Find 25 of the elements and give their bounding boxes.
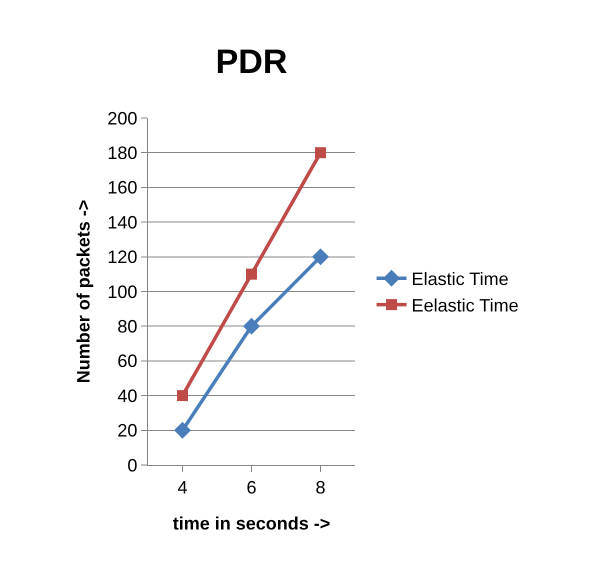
chart-title: PDR bbox=[216, 43, 288, 82]
point bbox=[315, 147, 326, 158]
y-tick-label: 140 bbox=[107, 212, 138, 232]
legend-label: Eelastic Time bbox=[412, 296, 519, 316]
point bbox=[243, 318, 260, 335]
x-tick-label: 8 bbox=[315, 478, 326, 498]
y-tick-label: 160 bbox=[107, 178, 138, 198]
x-tick-label: 4 bbox=[177, 478, 188, 498]
legend-label: Elastic Time bbox=[412, 269, 509, 290]
point bbox=[312, 248, 329, 266]
y-tick-label: 120 bbox=[107, 247, 138, 268]
y-tick-label: 20 bbox=[117, 420, 138, 441]
y-tick-label: 0 bbox=[127, 455, 138, 476]
x-axis-title: time in seconds -> bbox=[172, 514, 330, 534]
x-tick-label: 6 bbox=[246, 478, 257, 498]
y-tick-label: 180 bbox=[107, 143, 138, 163]
y-tick-label: 60 bbox=[117, 351, 138, 372]
y-tick-label: 80 bbox=[117, 316, 138, 336]
y-tick-label: 200 bbox=[107, 108, 138, 128]
point bbox=[177, 390, 188, 402]
y-axis-title: Number of packets -> bbox=[74, 200, 94, 384]
point bbox=[174, 422, 191, 439]
y-tick-label: 40 bbox=[117, 386, 138, 406]
point bbox=[246, 268, 257, 280]
y-tick-label: 100 bbox=[107, 282, 138, 302]
